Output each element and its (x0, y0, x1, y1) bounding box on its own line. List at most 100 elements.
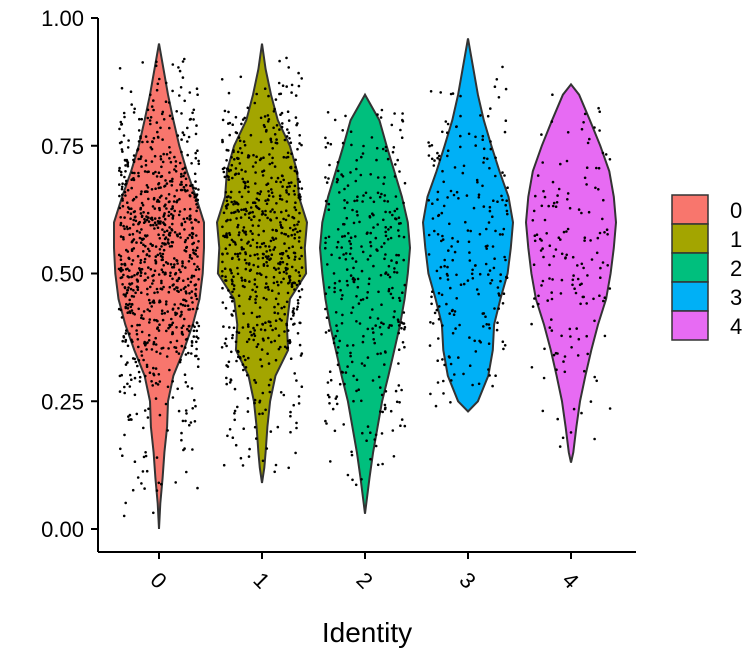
data-point (140, 482, 143, 485)
data-point (180, 173, 183, 176)
data-point (341, 314, 344, 317)
data-point (254, 182, 257, 185)
data-point (288, 185, 291, 188)
data-point (148, 339, 151, 342)
data-point (258, 315, 261, 318)
data-point (127, 211, 130, 214)
data-point (165, 303, 168, 306)
violin-0 (114, 44, 204, 529)
data-point (382, 148, 385, 151)
data-point (254, 254, 257, 257)
data-point (450, 379, 453, 382)
data-point (567, 131, 570, 134)
data-point (188, 234, 191, 237)
data-point (281, 175, 284, 178)
data-point (126, 383, 129, 386)
data-point (428, 234, 431, 237)
data-point (541, 161, 544, 164)
data-point (390, 410, 393, 413)
data-point (452, 332, 455, 335)
data-point (273, 471, 276, 474)
data-point (360, 400, 363, 403)
data-point (162, 319, 165, 322)
data-point (150, 305, 153, 308)
data-point (123, 515, 126, 518)
data-point (233, 327, 236, 330)
data-point (283, 394, 286, 397)
data-point (192, 186, 195, 189)
data-point (291, 285, 294, 288)
data-point (179, 236, 182, 239)
data-point (330, 379, 333, 382)
data-point (249, 230, 252, 233)
data-point (438, 214, 441, 217)
data-point (132, 489, 135, 492)
data-point (287, 346, 290, 349)
data-point (334, 282, 337, 285)
data-point (262, 257, 265, 260)
data-point (381, 463, 384, 466)
data-point (327, 381, 330, 384)
data-point (584, 177, 587, 180)
data-point (190, 162, 193, 165)
data-point (191, 191, 194, 194)
data-point (165, 403, 168, 406)
data-point (473, 207, 476, 210)
data-point (185, 409, 188, 412)
data-point (494, 374, 497, 377)
data-point (250, 206, 253, 209)
data-point (294, 159, 297, 162)
data-point (371, 308, 374, 311)
data-point (192, 233, 195, 236)
data-point (582, 121, 585, 124)
data-point (395, 195, 398, 198)
data-point (325, 331, 328, 334)
data-point (230, 378, 233, 381)
data-point (259, 306, 262, 309)
data-point (275, 268, 278, 271)
data-point (340, 173, 343, 176)
data-point (261, 365, 264, 368)
data-point (489, 210, 492, 213)
data-point (196, 149, 199, 152)
data-point (392, 151, 395, 154)
data-point (188, 260, 191, 263)
data-point (371, 212, 374, 215)
data-point (270, 188, 273, 191)
data-point (155, 261, 158, 264)
data-point (191, 448, 194, 451)
data-point (565, 254, 568, 257)
data-point (192, 308, 195, 311)
data-point (457, 240, 460, 243)
data-point (239, 140, 242, 143)
data-point (595, 380, 598, 383)
data-point (228, 178, 231, 181)
data-point (572, 256, 575, 259)
data-point (227, 176, 230, 179)
data-point (387, 158, 390, 161)
data-point (125, 339, 128, 342)
data-point (244, 185, 247, 188)
data-point (156, 131, 159, 134)
data-point (266, 203, 269, 206)
data-point (487, 115, 490, 118)
data-point (436, 157, 439, 160)
data-point (295, 94, 298, 97)
data-point (274, 340, 277, 343)
violin-3 (423, 38, 513, 411)
data-point (399, 299, 402, 302)
data-point (124, 191, 127, 194)
data-point (296, 231, 299, 234)
data-point (265, 261, 268, 264)
data-point (474, 144, 477, 147)
data-point (340, 298, 343, 301)
data-point (173, 156, 176, 159)
data-point (259, 358, 262, 361)
data-point (132, 289, 135, 292)
data-point (328, 286, 331, 289)
data-point (250, 269, 253, 272)
data-point (152, 205, 155, 208)
data-point (436, 359, 439, 362)
data-point (178, 94, 181, 97)
data-point (184, 221, 187, 224)
